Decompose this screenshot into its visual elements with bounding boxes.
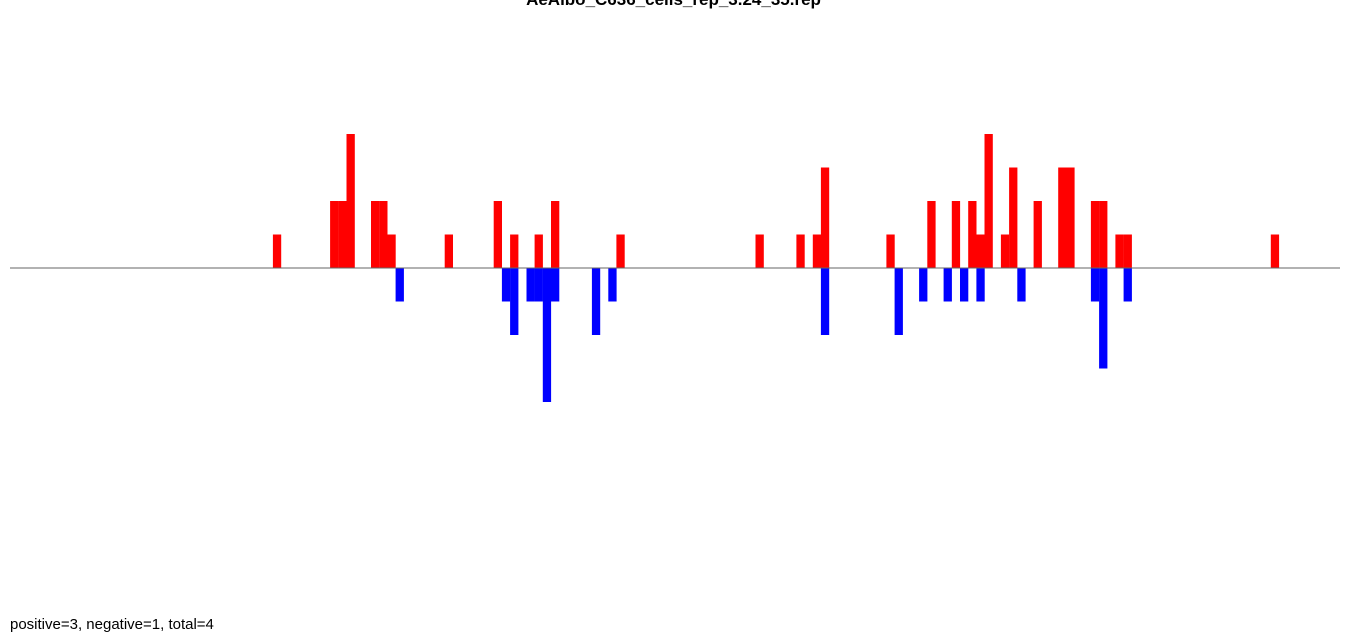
positive-bar <box>1066 167 1075 268</box>
positive-bar <box>1115 234 1124 268</box>
bars-group <box>272 134 1280 402</box>
positive-bar <box>886 234 895 268</box>
chart-title: AeAlbo_C636_cells_rep_3.24_35.rep <box>0 0 1347 10</box>
negative-bar <box>395 268 404 302</box>
positive-bar <box>444 234 453 268</box>
negative-bar <box>1017 268 1026 302</box>
positive-bar <box>1009 167 1018 268</box>
negative-bar <box>894 268 903 335</box>
positive-bar <box>346 134 355 268</box>
negative-bar <box>534 268 543 302</box>
positive-bar <box>534 234 543 268</box>
negative-bar <box>820 268 830 335</box>
positive-bar <box>272 234 282 268</box>
negative-bar <box>1090 268 1100 302</box>
negative-bar <box>960 268 969 302</box>
positive-bar <box>1099 201 1108 268</box>
negative-bar <box>510 268 519 335</box>
negative-bar <box>591 268 601 335</box>
positive-bar <box>984 134 993 268</box>
negative-bar <box>542 268 552 402</box>
positive-bar <box>755 234 764 268</box>
summary-text: positive=3, negative=1, total=4 <box>10 616 214 633</box>
positive-bar <box>1090 201 1100 268</box>
positive-bar <box>976 234 985 268</box>
positive-bar <box>1000 234 1010 268</box>
positive-bar <box>1270 234 1280 268</box>
positive-bar <box>510 234 519 268</box>
positive-bar <box>820 167 830 268</box>
positive-bar <box>796 234 805 268</box>
positive-bar <box>493 201 502 268</box>
positive-bar <box>330 201 339 268</box>
positive-bar <box>1123 234 1132 268</box>
positive-bar <box>951 201 961 268</box>
positive-bar <box>616 234 625 268</box>
negative-bar <box>943 268 952 302</box>
positive-bar <box>1058 167 1067 268</box>
positive-bar <box>551 201 560 268</box>
negative-bar <box>1123 268 1132 302</box>
positive-bar <box>371 201 380 268</box>
positive-bar <box>379 201 388 268</box>
negative-bar <box>919 268 928 302</box>
negative-bar <box>551 268 560 302</box>
negative-bar <box>1099 268 1108 369</box>
positive-bar <box>1033 201 1042 268</box>
negative-bar <box>976 268 985 302</box>
positive-bar <box>968 201 977 268</box>
negative-bar <box>608 268 617 302</box>
negative-bar <box>526 268 535 302</box>
positive-bar <box>338 201 347 268</box>
positive-bar <box>927 201 936 268</box>
positive-bar <box>387 234 396 268</box>
positive-bar <box>812 234 822 268</box>
negative-bar <box>501 268 511 302</box>
